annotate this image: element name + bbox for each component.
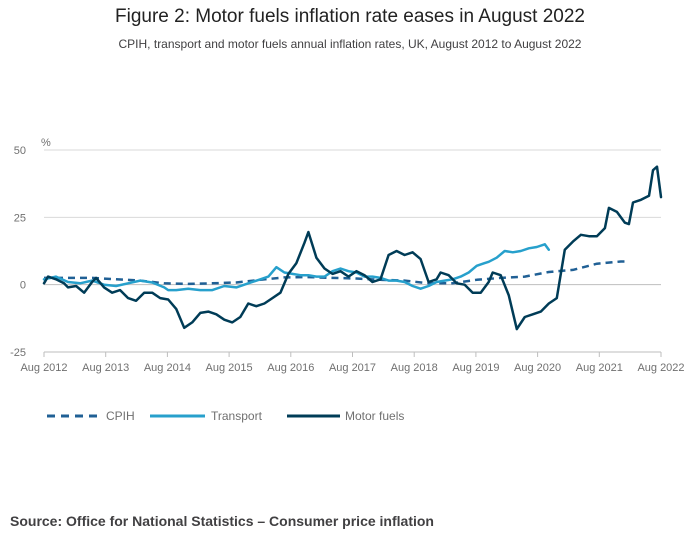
- x-tick-label: Aug 2015: [206, 362, 253, 374]
- x-tick-label: Aug 2021: [576, 362, 623, 374]
- legend-label-cpih[interactable]: CPIH: [106, 409, 135, 423]
- chart-title: Figure 2: Motor fuels inflation rate eas…: [115, 6, 585, 27]
- x-tick-label: Aug 2016: [267, 362, 314, 374]
- source-note: Source: Office for National Statistics –…: [10, 513, 434, 529]
- x-tick-label: Aug 2013: [82, 362, 129, 374]
- y-tick-label: 0: [20, 280, 26, 292]
- y-tick-label: -25: [10, 347, 26, 359]
- x-tick-label: Aug 2022: [637, 362, 684, 374]
- y-tick-label: 50: [14, 145, 26, 157]
- x-tick-label: Aug 2017: [329, 362, 376, 374]
- x-tick-label: Aug 2020: [514, 362, 561, 374]
- y-axis-label: %: [41, 137, 51, 149]
- series-line-transport[interactable]: [42, 243, 551, 292]
- line-chart: -25 0 25 50% Aug 2012 Aug 2013 Aug 2014 Aug 201…: [10, 137, 684, 423]
- x-tick-label: Aug 2014: [144, 362, 191, 374]
- x-tick-label: Aug 2019: [452, 362, 499, 374]
- legend-label-transport[interactable]: Transport: [211, 409, 263, 423]
- y-tick-label: 25: [14, 212, 26, 224]
- x-tick-label: Aug 2012: [20, 362, 67, 374]
- chart-subtitle: CPIH, transport and motor fuels annual i…: [118, 37, 582, 51]
- legend-label-motor-fuels[interactable]: Motor fuels: [345, 409, 404, 423]
- series-line-motor-fuels[interactable]: [42, 165, 663, 331]
- x-tick-label: Aug 2018: [391, 362, 438, 374]
